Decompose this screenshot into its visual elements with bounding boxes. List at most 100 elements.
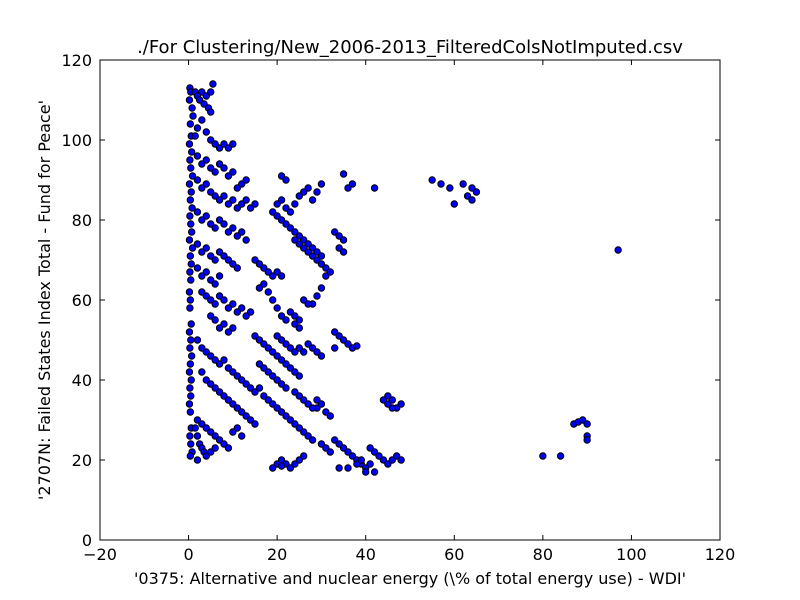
data-point <box>211 356 219 364</box>
data-point <box>260 264 268 272</box>
y-tick-label: 20 <box>72 451 92 470</box>
data-point <box>273 212 281 220</box>
data-point <box>313 396 321 404</box>
data-point <box>242 236 250 244</box>
data-point <box>317 440 326 448</box>
data-point <box>273 304 281 312</box>
data-point <box>317 252 326 260</box>
y-tick-label: 60 <box>72 291 92 310</box>
data-point <box>207 428 215 436</box>
data-point <box>300 452 308 460</box>
data-point <box>187 440 195 448</box>
data-point <box>300 188 308 196</box>
data-point <box>366 460 374 468</box>
data-point <box>215 360 224 368</box>
data-point <box>198 368 206 376</box>
data-point <box>556 452 565 460</box>
data-point <box>207 136 215 144</box>
x-tick-label: 20 <box>267 545 287 564</box>
data-point <box>246 416 255 424</box>
data-point <box>322 408 330 416</box>
data-point <box>229 300 237 308</box>
data-point <box>539 452 547 460</box>
data-point <box>220 392 228 400</box>
data-point <box>277 312 286 320</box>
data-point <box>277 272 286 280</box>
x-tick-label: −20 <box>83 545 117 564</box>
data-point <box>291 228 299 236</box>
data-point <box>277 172 286 180</box>
data-point <box>317 260 326 268</box>
data-point <box>277 408 286 416</box>
data-point <box>388 404 396 412</box>
data-point <box>322 444 330 452</box>
data-point <box>251 332 259 340</box>
data-point <box>224 304 233 312</box>
data-point <box>291 348 299 356</box>
data-point <box>379 396 388 404</box>
data-point <box>187 336 195 344</box>
y-tick-label: 100 <box>61 131 92 150</box>
data-point <box>317 284 326 292</box>
data-point <box>317 352 326 360</box>
data-point <box>273 200 281 208</box>
data-point <box>313 348 321 356</box>
data-point <box>269 372 277 380</box>
data-point <box>308 344 317 352</box>
data-point <box>269 208 277 216</box>
data-point <box>220 440 228 448</box>
data-point <box>215 272 224 280</box>
data-point <box>291 200 299 208</box>
data-point <box>370 468 379 476</box>
data-point <box>188 244 197 252</box>
data-point <box>291 312 299 320</box>
data-point <box>233 308 241 316</box>
data-point <box>242 380 250 388</box>
data-point <box>295 232 303 240</box>
data-point <box>269 272 277 280</box>
data-point <box>348 452 357 460</box>
data-point <box>300 236 308 244</box>
x-tick-label: 100 <box>616 545 647 564</box>
data-point <box>264 268 272 276</box>
data-point <box>224 228 233 236</box>
data-point <box>224 200 233 208</box>
data-point <box>187 392 195 400</box>
data-point <box>255 360 264 368</box>
data-point <box>286 224 295 232</box>
data-point <box>308 196 317 204</box>
data-point <box>437 180 445 188</box>
data-point <box>187 320 195 328</box>
data-point <box>207 252 215 260</box>
data-point <box>264 368 272 376</box>
data-point <box>326 268 334 276</box>
data-point <box>326 448 334 456</box>
data-point <box>335 440 343 448</box>
data-point <box>397 456 405 464</box>
data-point <box>193 336 202 344</box>
data-point <box>215 216 224 224</box>
data-point <box>282 204 290 212</box>
data-point <box>187 228 196 236</box>
data-point <box>187 188 195 196</box>
data-point <box>286 308 295 316</box>
data-point <box>215 324 224 332</box>
data-point <box>238 432 246 440</box>
data-point <box>304 248 312 256</box>
data-point <box>388 396 396 404</box>
data-point <box>304 400 312 408</box>
data-point <box>335 464 343 472</box>
data-point <box>186 296 195 304</box>
data-point <box>308 244 317 252</box>
data-point <box>202 180 210 188</box>
data-point <box>187 148 196 156</box>
data-point <box>211 432 219 440</box>
data-point <box>185 140 194 148</box>
data-point <box>233 404 241 412</box>
data-point <box>195 96 204 104</box>
data-point <box>193 264 202 272</box>
data-point <box>211 300 219 308</box>
data-point <box>224 444 233 452</box>
data-point <box>291 320 299 328</box>
